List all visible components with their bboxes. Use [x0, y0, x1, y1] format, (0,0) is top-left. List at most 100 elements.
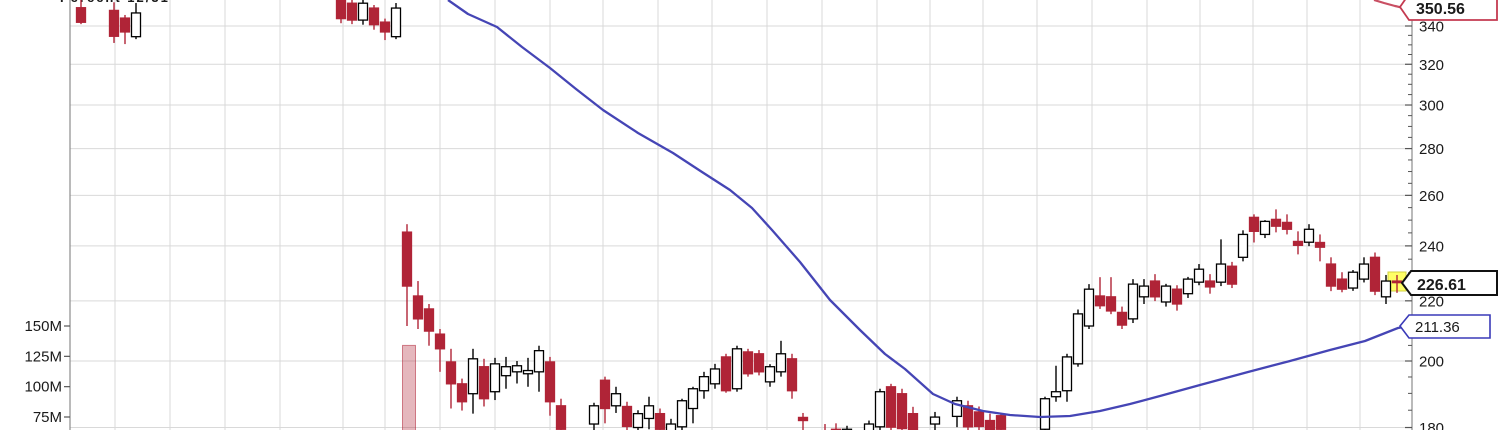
candle-body [896, 393, 908, 430]
candle-body [379, 21, 391, 33]
price-flag-blue-ma: 211.36 [1398, 314, 1491, 339]
price-axis-label: 300 [1419, 98, 1444, 115]
candle-body [775, 353, 787, 373]
last-price-value: 226.61 [1417, 277, 1466, 294]
candle-body [119, 17, 131, 33]
candle-body [1127, 283, 1139, 320]
candle-body [75, 7, 87, 23]
candle-body [1094, 295, 1106, 307]
candle-body [1138, 285, 1150, 298]
candle-body [544, 361, 556, 403]
price-axis-label: 340 [1419, 19, 1444, 36]
candle-body [1270, 218, 1282, 227]
candle-body [511, 365, 523, 373]
candle-body [742, 351, 754, 375]
candle-body [665, 423, 677, 430]
price-axis-label: 240 [1419, 238, 1444, 255]
candle-body [1039, 398, 1051, 430]
candle-body [412, 295, 424, 320]
candle-body [1336, 278, 1348, 290]
candle-body [500, 366, 512, 377]
candle-body [599, 379, 611, 410]
candle-body [709, 368, 721, 385]
candle-body [654, 412, 666, 430]
volume-axis-label: 150M [24, 318, 62, 335]
candle-body [478, 366, 490, 400]
candle-body [1347, 271, 1359, 289]
price-axis-label: 260 [1419, 188, 1444, 205]
candle-body [610, 393, 622, 407]
price-flag-red-ma: 350.56 [1398, 0, 1498, 21]
candle-body [1061, 356, 1073, 392]
candle-body [1237, 233, 1249, 258]
candle-body [1204, 280, 1216, 288]
candle-body [1391, 280, 1403, 284]
candle-body [720, 356, 732, 392]
candle-body [489, 363, 501, 393]
candle-body [885, 386, 897, 428]
volume-bar [402, 344, 416, 430]
candle-body [1314, 241, 1326, 248]
candle-body [687, 388, 699, 410]
candle-body [698, 376, 710, 392]
candle-body [1292, 240, 1304, 247]
candle-body [522, 369, 534, 375]
candle-body [1072, 313, 1084, 365]
candle-body [1182, 278, 1194, 295]
candle-body [1281, 221, 1293, 230]
candle-body [907, 412, 919, 430]
candle-body [764, 366, 776, 383]
price-axis-label: 280 [1419, 141, 1444, 158]
candle-body [1380, 280, 1392, 298]
ma-line-blue [447, 0, 1405, 419]
candle-body [533, 350, 545, 373]
candle-body [1358, 263, 1370, 280]
candle-body [863, 423, 875, 430]
candle-body [1116, 311, 1128, 326]
candle-body [786, 358, 798, 392]
candle-body [951, 400, 963, 418]
candle-body [1083, 288, 1095, 327]
candle-body [731, 348, 743, 390]
candle-body [445, 361, 457, 385]
chart-render-layer: 340 320 300 280 260 240 220 200 180 150M 125M 100M 7… [24, 0, 1444, 430]
price-axis-label: 320 [1419, 57, 1444, 74]
blue-ma-value: 211.36 [1415, 319, 1460, 336]
candle-body [1050, 391, 1062, 398]
candle-body [995, 415, 1007, 430]
red-flag-shape [1398, 0, 1498, 21]
candle-body [621, 405, 633, 428]
candle-body [390, 7, 402, 38]
candle-body [984, 419, 996, 430]
candle-body [797, 416, 809, 422]
candle-body [555, 405, 567, 430]
candle-body [1171, 288, 1183, 305]
candle-body [1105, 296, 1117, 312]
candle-body [401, 231, 413, 287]
candle-body [130, 12, 142, 38]
price-axis-label: 200 [1419, 354, 1444, 371]
candle-body [1160, 285, 1172, 303]
candle-body [1259, 220, 1271, 236]
candle-body [929, 416, 941, 425]
candle-body [346, 2, 358, 21]
candle-body [676, 400, 688, 428]
candle-body [962, 405, 974, 428]
candle-body [874, 391, 886, 428]
candle-body [108, 9, 120, 37]
volume-axis-label: 125M [24, 348, 62, 365]
candle-body [1325, 263, 1337, 287]
volume-axis-label: 75M [33, 409, 62, 426]
price-axis-label: 180 [1419, 420, 1444, 430]
candle-body [1248, 216, 1260, 232]
red-ma-value: 350.56 [1416, 1, 1465, 18]
candle-body [335, 0, 347, 20]
candle-body [643, 405, 655, 420]
last-price-flag-shape [1400, 270, 1498, 296]
candle-body [1226, 265, 1238, 285]
candle-body [973, 411, 985, 428]
candle-body [423, 308, 435, 332]
candle-body [632, 412, 644, 429]
